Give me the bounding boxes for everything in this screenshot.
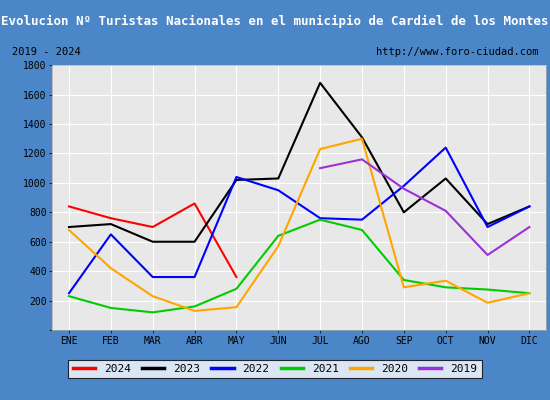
2020 — [442, 278, 449, 283]
2023 — [233, 178, 240, 182]
2023 — [108, 222, 114, 226]
2021 — [108, 306, 114, 310]
2019 — [359, 157, 365, 162]
2020 — [526, 291, 533, 296]
2019 — [484, 252, 491, 257]
Line: 2021: 2021 — [69, 220, 530, 312]
2021 — [150, 310, 156, 315]
2022 — [400, 184, 407, 188]
2022 — [484, 225, 491, 230]
Line: 2024: 2024 — [69, 204, 236, 277]
Line: 2022: 2022 — [69, 148, 530, 293]
2020 — [400, 285, 407, 290]
2019 — [442, 208, 449, 213]
2023 — [442, 176, 449, 181]
2021 — [317, 217, 323, 222]
Line: 2023: 2023 — [69, 83, 530, 242]
2022 — [442, 145, 449, 150]
2019 — [400, 186, 407, 191]
Line: 2019: 2019 — [320, 159, 530, 255]
2023 — [400, 210, 407, 215]
2022 — [65, 291, 72, 296]
2024 — [150, 225, 156, 230]
2022 — [108, 232, 114, 237]
2021 — [484, 287, 491, 292]
Legend: 2024, 2023, 2022, 2021, 2020, 2019: 2024, 2023, 2022, 2021, 2020, 2019 — [68, 360, 482, 378]
2022 — [526, 204, 533, 209]
2021 — [359, 228, 365, 232]
2023 — [150, 239, 156, 244]
2024 — [233, 275, 240, 280]
2020 — [191, 308, 198, 313]
Text: Evolucion Nº Turistas Nacionales en el municipio de Cardiel de los Montes: Evolucion Nº Turistas Nacionales en el m… — [1, 14, 549, 28]
Line: 2020: 2020 — [69, 139, 530, 311]
2022 — [233, 175, 240, 180]
2020 — [108, 266, 114, 271]
2021 — [233, 286, 240, 291]
2021 — [191, 304, 198, 309]
2022 — [317, 216, 323, 220]
2019 — [526, 225, 533, 230]
2023 — [359, 135, 365, 140]
2020 — [275, 244, 282, 248]
2022 — [359, 217, 365, 222]
Text: http://www.foro-ciudad.com: http://www.foro-ciudad.com — [376, 47, 538, 57]
2020 — [150, 294, 156, 298]
2020 — [359, 136, 365, 141]
2022 — [150, 275, 156, 280]
2023 — [317, 80, 323, 85]
2023 — [191, 239, 198, 244]
2024 — [108, 216, 114, 220]
2023 — [65, 225, 72, 230]
2020 — [233, 305, 240, 310]
Text: 2019 - 2024: 2019 - 2024 — [12, 47, 81, 57]
2024 — [65, 204, 72, 209]
2021 — [526, 291, 533, 296]
2020 — [65, 228, 72, 232]
2021 — [65, 294, 72, 298]
2021 — [400, 278, 407, 282]
2020 — [317, 147, 323, 152]
2024 — [191, 201, 198, 206]
2020 — [484, 300, 491, 305]
2021 — [442, 285, 449, 290]
2022 — [191, 275, 198, 280]
2019 — [317, 166, 323, 170]
2021 — [275, 234, 282, 238]
2023 — [484, 222, 491, 226]
2022 — [275, 188, 282, 193]
2023 — [275, 176, 282, 181]
2023 — [526, 204, 533, 209]
